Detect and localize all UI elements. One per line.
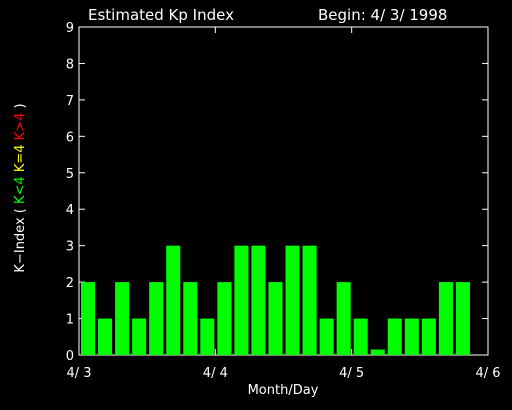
- bar-14: [319, 318, 334, 355]
- bar-4: [149, 282, 164, 355]
- y-tick-label-1: 1: [66, 313, 74, 328]
- bar-0: [81, 282, 96, 355]
- bar-12: [285, 245, 300, 355]
- y-axis-label: K−Index ( K<4 K=4 K>4 ): [13, 103, 28, 272]
- y-tick-label-9: 9: [66, 21, 74, 36]
- bar-15: [336, 282, 351, 355]
- y-tick-label-6: 6: [66, 130, 74, 145]
- begin-date-label: Begin: 4/ 3/ 1998: [318, 6, 447, 24]
- y-label-part-1: K<4: [13, 176, 28, 204]
- bar-16: [353, 318, 368, 355]
- y-tick-label-3: 3: [66, 240, 74, 255]
- y-tick-label-5: 5: [66, 167, 74, 182]
- x-axis-ticks: 4/ 3 4/ 4 4/ 5 4/ 6: [66, 27, 501, 381]
- x-axis-label: Month/Day: [248, 383, 319, 398]
- bar-7: [200, 318, 215, 355]
- bar-10: [251, 245, 266, 355]
- y-tick-label-4: 4: [66, 203, 74, 218]
- y-tick-label-8: 8: [66, 57, 74, 72]
- y-tick-label-2: 2: [66, 276, 74, 291]
- y-label-part-0: K−Index (: [13, 204, 28, 273]
- y-label-part-3: K>4: [13, 113, 28, 145]
- bar-series: [81, 245, 470, 355]
- bar-21: [438, 282, 453, 355]
- y-tick-label-0: 0: [66, 349, 74, 364]
- x-tick-label-1: 4/ 4: [203, 366, 228, 381]
- x-tick-label-3: 4/ 6: [475, 366, 500, 381]
- y-label-part-4: ): [13, 103, 28, 112]
- bar-2: [115, 282, 130, 355]
- bar-11: [268, 282, 283, 355]
- bar-20: [421, 318, 436, 355]
- bar-6: [183, 282, 198, 355]
- bar-13: [302, 245, 317, 355]
- bar-22: [455, 282, 470, 355]
- bar-9: [234, 245, 249, 355]
- y-label-part-2: K=4: [13, 144, 28, 176]
- bar-1: [98, 318, 113, 355]
- x-tick-label-0: 4/ 3: [66, 366, 91, 381]
- bar-8: [217, 282, 232, 355]
- bar-18: [387, 318, 402, 355]
- x-tick-label-2: 4/ 5: [339, 366, 364, 381]
- bar-19: [404, 318, 419, 355]
- bar-3: [132, 318, 147, 355]
- bar-17: [370, 349, 385, 355]
- chart-title: Estimated Kp Index: [88, 6, 234, 24]
- bar-5: [166, 245, 181, 355]
- plot-frame: [78, 26, 489, 356]
- y-tick-label-7: 7: [66, 94, 74, 109]
- y-axis-ticks: 0 1 2 3 4 5 6 7 8 9: [66, 21, 488, 364]
